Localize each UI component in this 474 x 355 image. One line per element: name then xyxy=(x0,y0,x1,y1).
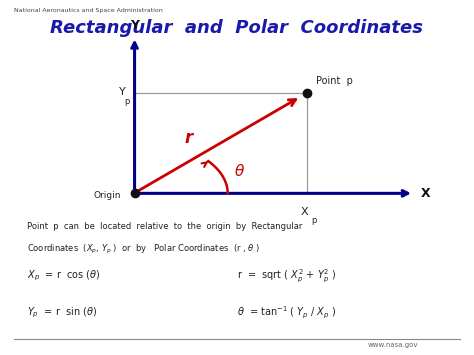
Text: X: X xyxy=(301,207,308,218)
Text: r: r xyxy=(184,129,192,147)
Text: $X_p$  = r  cos ($\theta$): $X_p$ = r cos ($\theta$) xyxy=(27,269,101,283)
Text: $\theta$  = tan$^{-1}$ ( $Y_p$ / $X_p$ ): $\theta$ = tan$^{-1}$ ( $Y_p$ / $X_p$ ) xyxy=(237,305,336,321)
Text: $Y_p$  = r  sin ($\theta$): $Y_p$ = r sin ($\theta$) xyxy=(27,306,98,320)
Text: $\theta$: $\theta$ xyxy=(234,163,245,179)
Text: Rectangular  and  Polar  Coordinates: Rectangular and Polar Coordinates xyxy=(51,19,423,37)
Text: p: p xyxy=(311,216,317,225)
Text: National Aeronautics and Space Administration: National Aeronautics and Space Administr… xyxy=(14,8,162,13)
Text: Coordinates  ($X_p$, $Y_p$ )  or  by   Polar Coordinates  (r , $\theta$ ): Coordinates ($X_p$, $Y_p$ ) or by Polar … xyxy=(27,243,261,256)
Text: Y: Y xyxy=(118,87,125,97)
Text: www.nasa.gov: www.nasa.gov xyxy=(367,342,418,348)
Text: r  =  sqrt ( $X_p^2$ + $Y_p^2$ ): r = sqrt ( $X_p^2$ + $Y_p^2$ ) xyxy=(237,267,337,285)
Text: Origin: Origin xyxy=(93,191,120,200)
Text: X: X xyxy=(421,187,430,200)
Text: Point  p  can  be  located  relative  to  the  origin  by  Rectangular: Point p can be located relative to the o… xyxy=(27,222,303,231)
Text: Y: Y xyxy=(130,20,139,32)
Text: Point  p: Point p xyxy=(316,76,353,86)
Text: p: p xyxy=(125,97,130,106)
